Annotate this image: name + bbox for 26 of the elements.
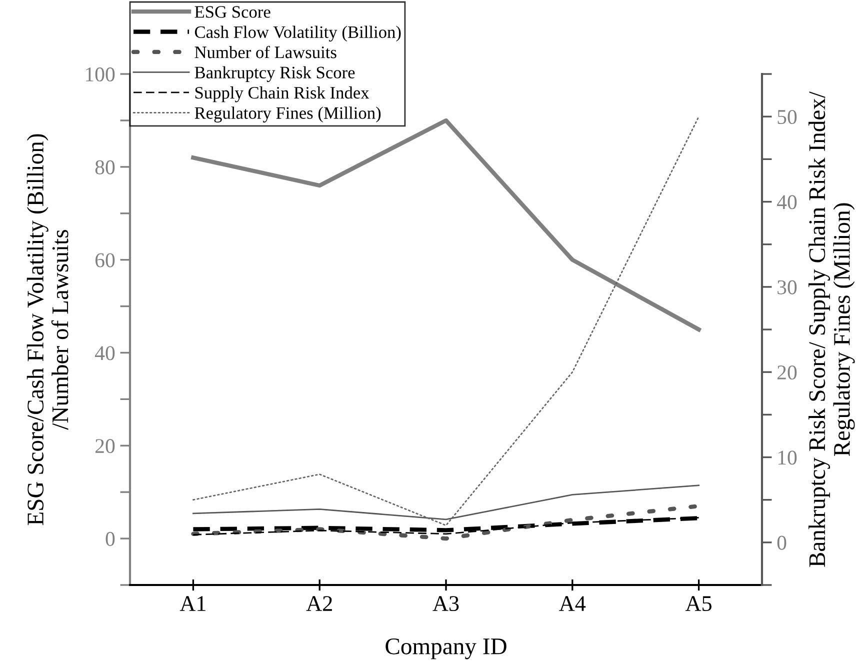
legend-label: Supply Chain Risk Index	[195, 86, 370, 102]
y-axis-title: ESG Score/Cash Flow Volatility (Billion) /Number of Lawsuits	[26, 134, 68, 526]
legend-label: Number of Lawsuits	[194, 46, 336, 58]
y-tick-label: 40	[94, 346, 115, 360]
legend-label: Bankruptcy Risk Score	[194, 66, 355, 82]
y2-tick-label: 20	[778, 365, 797, 380]
x-tick-label: A4	[559, 596, 586, 611]
x-tick-label: A2	[306, 596, 332, 611]
x-axis-title: Company ID	[386, 638, 506, 660]
legend-label: Cash Flow Volatility (Billion)	[194, 26, 401, 42]
y-tick-label: 0	[106, 532, 115, 546]
x-tick-label: A5	[685, 596, 712, 612]
y2-axis-title: Bankruptcy Risk Score/ Supply Chain Risk Index/ Regulatory Fines (Million)	[808, 91, 855, 567]
legend-label: Regulatory Fines (Million)	[194, 106, 381, 122]
y-tick-label: 80	[95, 160, 115, 174]
x-tick-label: A3	[432, 596, 459, 612]
y-tick-label: 100	[86, 67, 115, 82]
y2-tick-label: 30	[778, 280, 797, 294]
y2-tick-label: 40	[776, 195, 797, 210]
y-tick-label: 20	[96, 439, 115, 454]
legend-label: ESG Score	[194, 6, 270, 18]
y2-tick-label: 50	[778, 110, 797, 124]
y2-tick-label: 0	[777, 536, 786, 550]
y-tick-label: 60	[95, 253, 115, 268]
x-tick-label: A1	[180, 596, 206, 611]
y2-tick-label: 10	[778, 450, 797, 465]
